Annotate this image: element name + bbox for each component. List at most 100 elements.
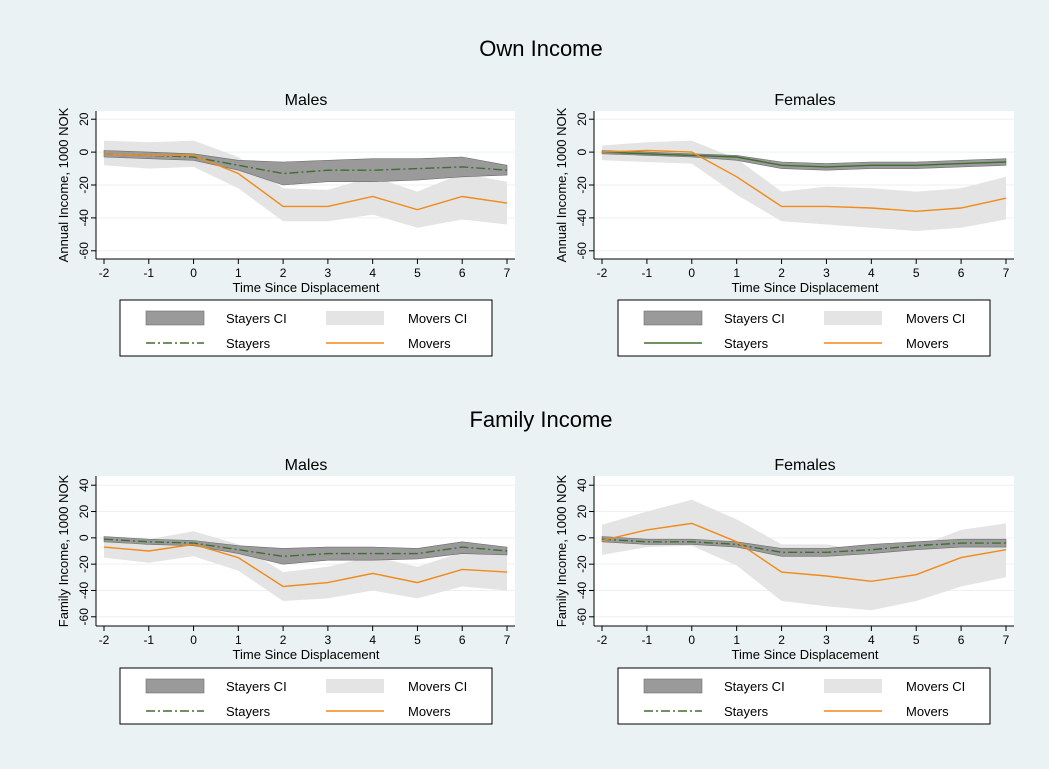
y-tick-label: -60 — [575, 242, 589, 260]
x-tick-label: 7 — [1003, 633, 1010, 647]
chart-panel-0: 20 0 -20 -40 -60 -2 -1 0 1 2 3 4 5 6 7 Males Time Since … — [56, 92, 515, 357]
legend-box — [617, 667, 991, 725]
x-tick-label: 2 — [280, 266, 287, 280]
x-tick-label: -2 — [597, 266, 608, 280]
x-tick-label: 5 — [414, 266, 421, 280]
chart-panel-1: 20 0 -20 -40 -60 -2 -1 0 1 2 3 4 5 6 7 Females Time Sinc… — [554, 92, 1014, 357]
x-tick-label: 6 — [459, 266, 466, 280]
y-tick-label: -40 — [575, 581, 589, 599]
legend-label-movers-ci: Movers CI — [408, 679, 467, 694]
legend-swatch-stayers-ci — [643, 310, 703, 326]
section-title-own-income: Own Income — [479, 36, 603, 61]
legend: Stayers CI Movers CI Stayers Movers — [617, 299, 991, 357]
x-tick-label: 4 — [868, 633, 875, 647]
x-tick-label: -2 — [597, 633, 608, 647]
legend-label-movers: Movers — [906, 704, 949, 719]
y-tick-label: 40 — [77, 478, 91, 492]
x-tick-label: 1 — [733, 266, 740, 280]
x-tick-label: 0 — [190, 266, 197, 280]
x-tick-label: -1 — [642, 266, 653, 280]
legend-swatch-stayers-ci — [643, 678, 703, 694]
legend-label-movers-ci: Movers CI — [906, 679, 965, 694]
y-axis-label: Family Income, 1000 NOK — [56, 474, 71, 627]
legend-box — [617, 299, 991, 357]
x-tick-label: 7 — [504, 266, 511, 280]
legend-label-movers: Movers — [408, 704, 451, 719]
x-tick-label: 0 — [688, 266, 695, 280]
x-tick-label: -1 — [143, 266, 154, 280]
legend-swatch-movers-ci — [326, 311, 384, 325]
legend-label-movers-ci: Movers CI — [408, 311, 467, 326]
y-tick-label: -20 — [77, 555, 91, 573]
panel-title: Females — [774, 457, 835, 474]
x-axis-label: Time Since Displacement — [233, 647, 380, 662]
legend-box — [119, 667, 493, 725]
section-title-family-income: Family Income — [469, 407, 612, 432]
x-tick-label: 7 — [1003, 266, 1010, 280]
y-tick-label: -40 — [77, 209, 91, 227]
panel-title: Females — [774, 92, 835, 109]
legend-label-stayers: Stayers — [226, 704, 271, 719]
movers-ci-band — [602, 140, 1006, 231]
x-tick-label: 5 — [913, 266, 920, 280]
legend-label-stayers: Stayers — [226, 336, 271, 351]
y-tick-label: 20 — [575, 505, 589, 519]
x-tick-label: 3 — [823, 266, 830, 280]
chart-panel-2: 40 20 0 -20 -40 -60 -2 -1 0 1 2 3 4 5 6 7 Males Time Sinc… — [56, 457, 515, 725]
chart-panel-3: 40 20 0 -20 -40 -60 -2 -1 0 1 2 3 4 5 6 7 Females Time Si… — [554, 457, 1014, 725]
x-tick-label: 6 — [958, 266, 965, 280]
x-tick-label: 5 — [414, 633, 421, 647]
y-tick-label: -20 — [575, 176, 589, 194]
x-tick-label: -2 — [99, 266, 110, 280]
legend-label-stayers: Stayers — [724, 704, 769, 719]
x-tick-label: 4 — [369, 266, 376, 280]
x-tick-label: 3 — [325, 266, 332, 280]
legend-box — [119, 299, 493, 357]
movers-line — [103, 153, 508, 211]
legend-swatch-movers-ci — [326, 679, 384, 693]
y-axis-label: Annual Income, 1000 NOK — [56, 107, 71, 262]
y-tick-label: -40 — [77, 581, 91, 599]
legend-label-stayers-ci: Stayers CI — [226, 679, 287, 694]
stayers-ci-band — [103, 150, 508, 186]
y-tick-label: -60 — [77, 608, 91, 626]
x-tick-label: 3 — [325, 633, 332, 647]
x-axis-label: Time Since Displacement — [233, 280, 380, 295]
x-tick-label: 1 — [235, 633, 242, 647]
movers-line — [601, 149, 1007, 213]
legend-swatch-movers-ci — [824, 311, 882, 325]
x-tick-label: 7 — [504, 633, 511, 647]
legend-label-movers: Movers — [906, 336, 949, 351]
legend-label-movers-ci: Movers CI — [906, 311, 965, 326]
x-tick-label: -1 — [642, 633, 653, 647]
legend-label-stayers: Stayers — [724, 336, 769, 351]
x-tick-label: -1 — [143, 633, 154, 647]
panel-title: Males — [285, 457, 328, 474]
stayers-ci-band — [601, 536, 1007, 557]
legend-label-stayers-ci: Stayers CI — [724, 311, 785, 326]
legend: Stayers CI Movers CI Stayers Movers — [119, 299, 493, 357]
y-tick-label: -60 — [575, 608, 589, 626]
x-axis-label: Time Since Displacement — [732, 647, 879, 662]
y-tick-label: 20 — [575, 112, 589, 126]
legend-swatch-stayers-ci — [145, 678, 205, 694]
x-tick-label: 6 — [958, 633, 965, 647]
movers-ci-band — [104, 531, 507, 601]
x-tick-label: 1 — [733, 633, 740, 647]
legend-label-stayers-ci: Stayers CI — [724, 679, 785, 694]
x-tick-label: 2 — [280, 633, 287, 647]
legend-label-stayers-ci: Stayers CI — [226, 311, 287, 326]
movers-line — [103, 543, 508, 588]
x-tick-label: 2 — [778, 633, 785, 647]
x-tick-label: 6 — [459, 633, 466, 647]
x-tick-label: 0 — [190, 633, 197, 647]
y-tick-label: 0 — [77, 148, 91, 155]
y-tick-label: 20 — [77, 505, 91, 519]
y-tick-label: 0 — [575, 148, 589, 155]
x-tick-label: -2 — [99, 633, 110, 647]
x-tick-label: 4 — [868, 266, 875, 280]
x-tick-label: 4 — [369, 633, 376, 647]
y-tick-label: 20 — [77, 112, 91, 126]
movers-line — [601, 522, 1007, 583]
stayers-line — [601, 151, 1007, 168]
